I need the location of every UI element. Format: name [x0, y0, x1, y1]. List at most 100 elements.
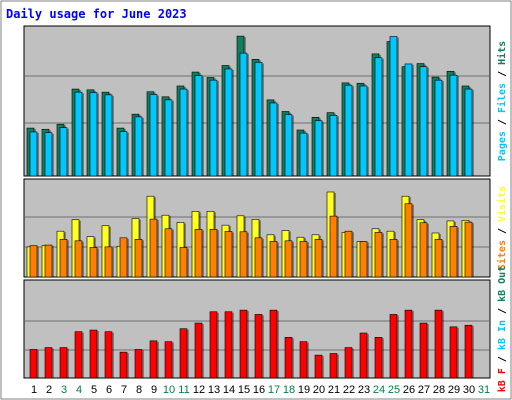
bar-files-day-21: [329, 115, 338, 177]
bar-sites-day-9: [149, 218, 158, 278]
legend-separator: /: [497, 222, 508, 240]
bar-files-day-13: [209, 79, 218, 177]
legend-separator: /: [497, 113, 508, 131]
legend-visits-label: Visits: [496, 186, 508, 222]
bar-kbout-day-21: [329, 353, 338, 379]
day-label-5: 5: [91, 384, 97, 396]
day-label-20: 20: [313, 384, 325, 396]
bar-files-day-27: [419, 66, 428, 177]
bar-sites-day-6: [104, 246, 113, 278]
day-label-22: 22: [343, 384, 355, 396]
bar-kbout-day-15: [239, 309, 248, 379]
day-label-17: 17: [268, 384, 280, 396]
bar-sites-day-24: [374, 232, 383, 278]
legend-separator: /: [497, 302, 508, 320]
bar-sites-day-26: [404, 203, 413, 278]
bar-sites-day-27: [419, 222, 428, 278]
day-label-10: 10: [163, 384, 175, 396]
bar-files-day-28: [434, 79, 443, 177]
bar-files-day-17: [269, 102, 278, 177]
bar-files-day-5: [89, 92, 98, 177]
day-label-27: 27: [418, 384, 430, 396]
day-label-15: 15: [238, 384, 250, 396]
bar-kbout-day-7: [119, 351, 128, 379]
bar-kbout-day-17: [269, 309, 278, 379]
bar-files-day-6: [104, 94, 113, 177]
bar-files-day-18: [284, 114, 293, 177]
bar-kbout-day-2: [44, 347, 53, 379]
panel-3-legend: kB F / kB In / kB Out: [497, 266, 508, 392]
bar-kbout-day-27: [419, 322, 428, 379]
day-label-11: 11: [178, 384, 189, 396]
day-label-13: 13: [208, 384, 220, 396]
bar-sites-day-18: [284, 240, 293, 278]
bar-kbout-day-8: [134, 349, 143, 379]
day-label-18: 18: [283, 384, 295, 396]
bar-files-day-22: [344, 84, 353, 177]
bar-sites-day-8: [134, 239, 143, 278]
day-label-21: 21: [328, 384, 340, 396]
day-label-4: 4: [76, 384, 82, 396]
bar-kbout-day-18: [284, 337, 293, 379]
day-label-14: 14: [223, 384, 235, 396]
bar-kbout-day-25: [389, 314, 398, 379]
bar-files-day-23: [359, 85, 368, 177]
bar-kbout-day-29: [449, 326, 458, 379]
day-label-3: 3: [61, 384, 67, 396]
bar-sites-day-5: [89, 247, 98, 278]
bar-files-day-25: [389, 36, 398, 177]
bar-sites-day-16: [254, 237, 263, 278]
bar-kbout-day-24: [374, 337, 383, 379]
day-label-30: 30: [463, 384, 475, 396]
day-label-24: 24: [373, 384, 385, 396]
bar-files-day-29: [449, 74, 458, 177]
bar-kbout-day-6: [104, 331, 113, 379]
bar-sites-day-7: [119, 237, 128, 278]
bar-sites-day-17: [269, 241, 278, 278]
legend-files-label: kB In: [497, 320, 508, 350]
bar-sites-day-4: [74, 240, 83, 278]
bar-files-day-2: [44, 132, 53, 177]
bar-sites-day-23: [359, 241, 368, 278]
bar-kbout-day-4: [74, 331, 83, 379]
bar-kbout-day-10: [164, 341, 173, 379]
day-label-9: 9: [151, 384, 157, 396]
bar-kbout-day-22: [344, 347, 353, 379]
bar-kbout-day-28: [434, 309, 443, 379]
day-label-29: 29: [448, 384, 460, 396]
bar-files-day-24: [374, 57, 383, 177]
chart-title: Daily usage for June 2023: [6, 7, 187, 21]
bar-sites-day-21: [329, 215, 338, 278]
bar-sites-day-29: [449, 226, 458, 278]
bar-sites-day-11: [179, 247, 188, 278]
day-label-26: 26: [403, 384, 415, 396]
bar-kbout-day-13: [209, 311, 218, 379]
day-label-28: 28: [433, 384, 445, 396]
day-label-7: 7: [121, 384, 127, 396]
bar-kbout-day-12: [194, 322, 203, 379]
day-label-16: 16: [253, 384, 265, 396]
bar-kbout-day-11: [179, 328, 188, 379]
day-label-31: 31: [478, 384, 490, 396]
bar-kbout-day-5: [89, 329, 98, 379]
bar-files-day-7: [119, 131, 128, 177]
bar-files-day-30: [464, 88, 473, 177]
bar-files-day-10: [164, 99, 173, 177]
bar-kbout-day-9: [149, 340, 158, 379]
bar-sites-day-3: [59, 239, 68, 278]
bar-files-day-9: [149, 94, 158, 177]
bar-sites-day-22: [344, 230, 353, 278]
bar-files-day-3: [59, 127, 68, 177]
bar-files-day-20: [314, 120, 323, 177]
bar-files-day-12: [194, 75, 203, 177]
bar-files-day-26: [404, 63, 413, 177]
bar-sites-day-15: [239, 231, 248, 278]
bar-sites-day-14: [224, 231, 233, 278]
day-label-23: 23: [358, 384, 370, 396]
bar-kbout-day-30: [464, 324, 473, 379]
legend-pages-label: Pages: [497, 131, 508, 161]
bar-sites-day-19: [299, 241, 308, 278]
